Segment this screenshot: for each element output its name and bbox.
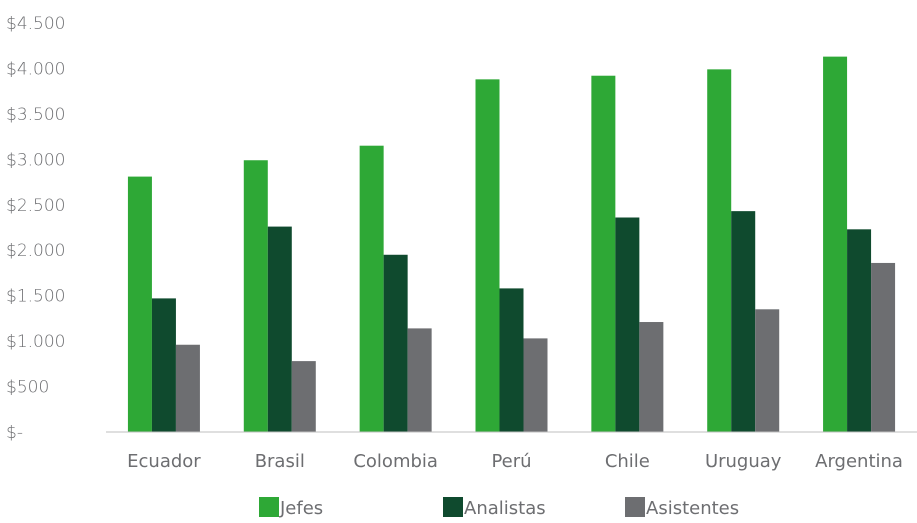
- bar-analistas-chile: [615, 217, 640, 432]
- y-tick-label: $4.500: [6, 14, 65, 34]
- bar-analistas-uruguay: [731, 211, 756, 432]
- category-labels: Ecuador Brasil Colombia Perú Chile Uruguay Arg…: [127, 451, 903, 472]
- legend-label-jefes: Jefes: [279, 498, 323, 519]
- category-label: Perú: [491, 451, 531, 472]
- bar-asistentes-argentina: [871, 262, 896, 432]
- category-label: Argentina: [815, 451, 903, 472]
- category-label: Chile: [605, 451, 650, 472]
- y-tick-label: $1.000: [6, 332, 65, 352]
- legend-label-asistentes: Asistentes: [646, 498, 739, 519]
- bars: [127, 56, 896, 433]
- legend: Jefes Analistas Asistentes: [259, 497, 739, 519]
- category-label: Brasil: [255, 451, 305, 472]
- bar-jefes-uruguay: [707, 69, 732, 432]
- bar-asistentes-colombia: [407, 328, 432, 432]
- bar-analistas-argentina: [847, 229, 872, 432]
- legend-swatch-jefes: [259, 497, 279, 517]
- category-label: Uruguay: [705, 451, 782, 472]
- bar-analistas-ecuador: [151, 298, 176, 432]
- bar-jefes-argentina: [823, 56, 848, 433]
- bar-jefes-colombia: [359, 145, 384, 432]
- bar-asistentes-uruguay: [755, 309, 780, 432]
- bar-analistas-brasil: [267, 226, 292, 432]
- bar-asistentes-perú: [523, 338, 548, 432]
- category-label: Ecuador: [127, 451, 201, 472]
- y-tick-label: $2.000: [6, 241, 65, 261]
- y-tick-label: $-: [6, 423, 23, 443]
- bar-jefes-perú: [475, 79, 500, 433]
- y-tick-label: $4.000: [6, 59, 65, 79]
- legend-swatch-asistentes: [625, 497, 645, 517]
- bar-jefes-ecuador: [127, 176, 152, 432]
- y-tick-label: $2.500: [6, 196, 65, 216]
- bar-jefes-chile: [591, 75, 616, 433]
- category-label: Colombia: [353, 451, 438, 472]
- bar-jefes-brasil: [243, 160, 268, 432]
- legend-label-analistas: Analistas: [464, 498, 546, 519]
- bar-asistentes-chile: [639, 322, 664, 432]
- y-tick-label: $3.500: [6, 105, 65, 125]
- bar-asistentes-brasil: [291, 361, 316, 432]
- bar-analistas-colombia: [383, 254, 408, 432]
- y-tick-label: $500: [6, 378, 49, 398]
- y-axis-ticks: $- $500 $1.000 $1.500 $2.000 $2.500 $3.000 $3.5…: [6, 14, 65, 443]
- bar-asistentes-ecuador: [175, 344, 200, 432]
- legend-swatch-analistas: [443, 497, 463, 517]
- y-tick-label: $1.500: [6, 287, 65, 307]
- bar-analistas-perú: [499, 288, 524, 432]
- y-tick-label: $3.000: [6, 150, 65, 170]
